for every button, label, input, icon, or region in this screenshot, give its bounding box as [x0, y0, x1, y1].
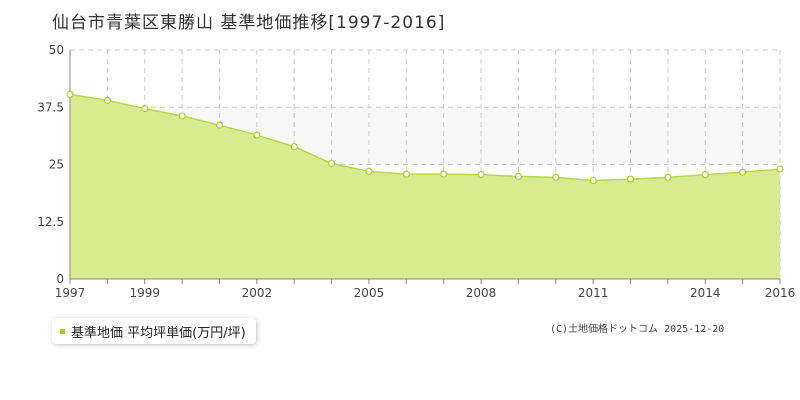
y-tick-label: 37.5: [37, 100, 64, 114]
data-point: [365, 167, 373, 175]
data-point: [514, 172, 523, 181]
legend: 基準地価 平均坪単価(万円/坪): [52, 318, 256, 344]
y-tick-label: 12.5: [37, 215, 64, 229]
legend-swatch: [60, 328, 65, 334]
data-point: [440, 170, 448, 178]
data-point: [739, 168, 747, 176]
x-tick-label: 1999: [129, 286, 160, 300]
data-point: [253, 131, 261, 139]
y-tick-label: 25: [49, 158, 64, 172]
series-area: [70, 94, 780, 280]
x-tick-label: 2011: [578, 286, 609, 300]
data-point: [626, 175, 635, 183]
data-point: [552, 173, 560, 181]
x-tick-label: 2008: [466, 286, 497, 300]
y-tick-label: 0: [56, 272, 64, 286]
y-tick-label: 50: [49, 43, 64, 57]
data-point: [701, 170, 709, 179]
data-point: [141, 105, 149, 113]
data-point: [664, 173, 672, 181]
legend-label: 基準地価 平均坪単価(万円/坪): [71, 325, 246, 341]
data-point: [66, 90, 74, 99]
data-point: [290, 143, 298, 151]
chart-title: 仙台市青葉区東勝山 基準地価推移[1997-2016]: [52, 13, 446, 33]
x-tick-label: 2016: [765, 286, 796, 300]
copyright-text: (C)土地価格ドットコム 2025-12-20: [550, 324, 725, 335]
data-point: [178, 112, 186, 120]
data-point: [402, 170, 410, 178]
data-point: [327, 159, 336, 168]
x-tick-label: 2002: [242, 286, 273, 300]
x-tick-label: 1997: [55, 286, 86, 300]
x-tick-label: 2005: [354, 286, 385, 300]
data-point: [103, 96, 111, 104]
series-line: [69, 93, 781, 182]
x-tick-label: 2014: [690, 286, 721, 300]
data-point: [589, 176, 597, 185]
data-point: [215, 121, 224, 129]
data-point: [477, 170, 485, 179]
data-point: [776, 165, 784, 173]
